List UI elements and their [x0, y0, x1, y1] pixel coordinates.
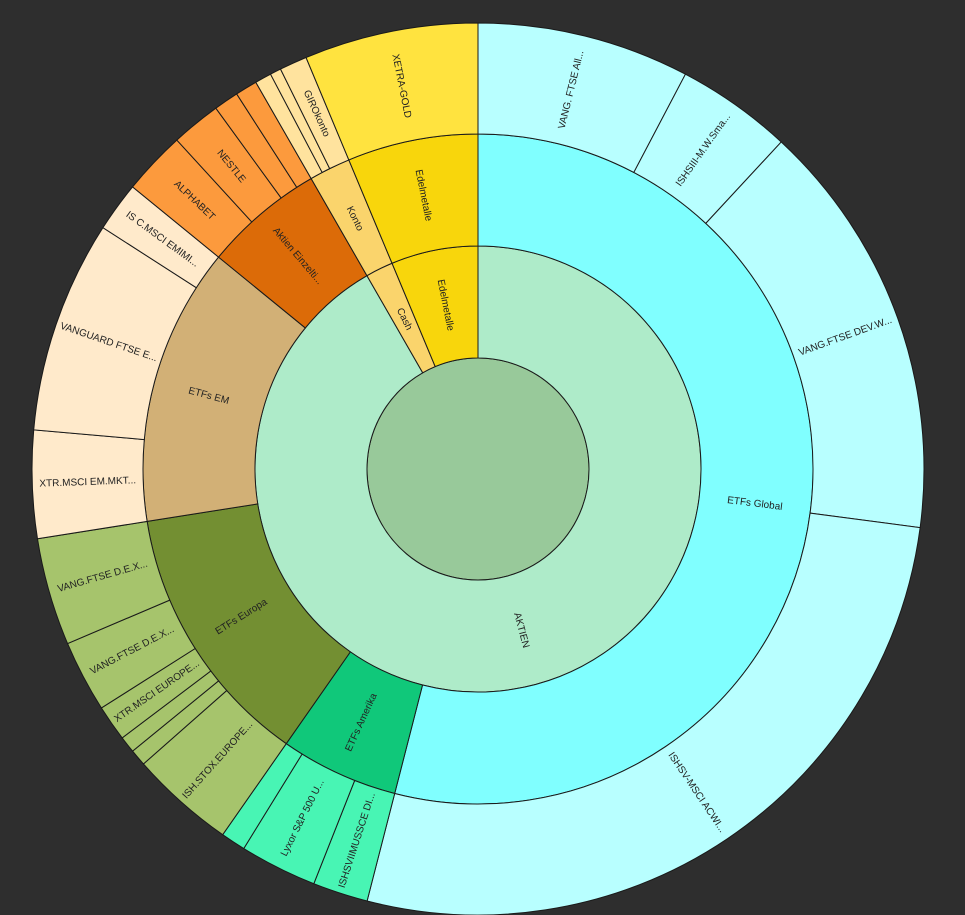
label-xtr-msci-em-mkt: XTR.MSCI EM.MKT...	[39, 475, 136, 489]
sunburst-center[interactable]	[366, 357, 590, 581]
sunburst-arcs	[31, 22, 925, 915]
segment-xetra-gold[interactable]	[305, 22, 479, 161]
segment-ishsv-msci-acwi[interactable]	[366, 512, 921, 915]
